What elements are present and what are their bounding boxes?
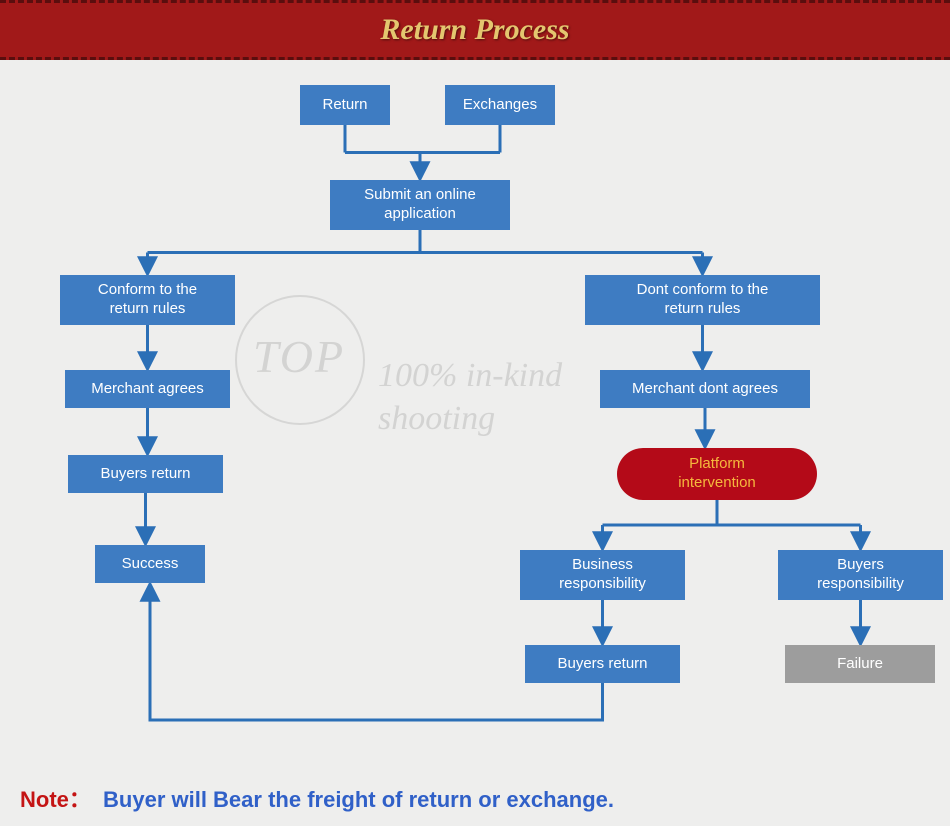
watermark-top: TOP: [253, 330, 345, 383]
flow-node-exchanges: Exchanges: [445, 85, 555, 125]
flow-node-platform: Platform intervention: [617, 448, 817, 500]
flow-node-submit: Submit an online application: [330, 180, 510, 230]
flow-node-failure: Failure: [785, 645, 935, 683]
page-title: Return Process: [380, 13, 569, 47]
flow-node-buyret2: Buyers return: [525, 645, 680, 683]
flow-node-dontconform: Dont conform to the return rules: [585, 275, 820, 325]
flow-node-bizresp: Business responsibility: [520, 550, 685, 600]
flow-node-buyresp: Buyers responsibility: [778, 550, 943, 600]
footer-note: Note： Buyer will Bear the freight of ret…: [20, 782, 614, 814]
flowchart-diagram: TOP 100% in-kind shooting ReturnExchange…: [0, 60, 950, 780]
flow-node-success: Success: [95, 545, 205, 583]
flow-node-merchagree: Merchant agrees: [65, 370, 230, 408]
flow-node-return: Return: [300, 85, 390, 125]
flow-node-conform: Conform to the return rules: [60, 275, 235, 325]
header-bar: Return Process: [0, 0, 950, 60]
note-label: Note：: [20, 787, 91, 812]
flow-node-buyret1: Buyers return: [68, 455, 223, 493]
flow-node-merchdont: Merchant dont agrees: [600, 370, 810, 408]
note-text: Buyer will Bear the freight of return or…: [103, 787, 614, 812]
